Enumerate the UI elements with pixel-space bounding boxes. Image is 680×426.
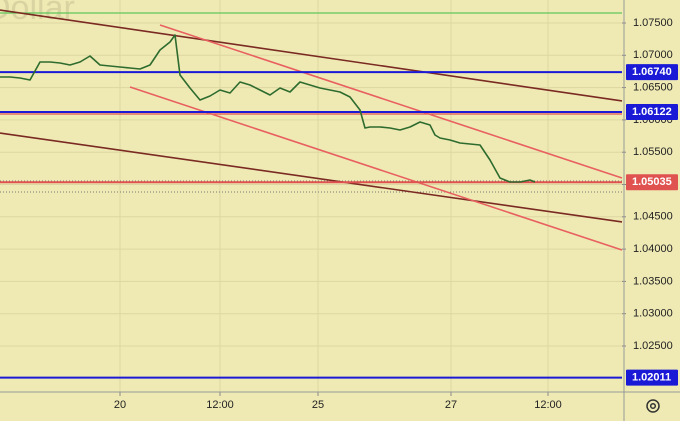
y-tick-label: 1.04000 xyxy=(633,243,673,255)
y-tick-label: 1.02500 xyxy=(633,340,673,352)
gear-outer xyxy=(646,399,660,413)
settings-button[interactable] xyxy=(646,399,660,413)
level-label-box xyxy=(626,174,678,191)
price-line xyxy=(0,34,536,183)
y-tick-label: 1.03500 xyxy=(633,275,673,287)
x-tick-label: 27 xyxy=(445,399,457,411)
level-label: 1.05035 xyxy=(632,176,672,188)
y-tick-label: 1.05500 xyxy=(633,146,673,158)
y-tick-label: 1.07500 xyxy=(633,17,673,29)
x-tick-label: 12:00 xyxy=(206,399,234,411)
level-label-box xyxy=(626,369,678,386)
trend-line xyxy=(0,9,623,102)
y-tick-label: 1.06500 xyxy=(633,82,673,94)
gear-inner xyxy=(649,402,657,410)
x-tick-label: 20 xyxy=(114,399,126,411)
level-label-box xyxy=(626,64,678,81)
trend-line xyxy=(0,132,623,223)
x-tick-label: 12:00 xyxy=(534,399,562,411)
y-tick-label: 1.07000 xyxy=(633,49,673,61)
level-label: 1.06122 xyxy=(632,106,672,118)
level-label: 1.02011 xyxy=(632,372,671,384)
y-tick-label: 1.04500 xyxy=(633,211,673,223)
y-tick-label: 1.03000 xyxy=(633,308,673,320)
x-tick-label: 25 xyxy=(312,399,324,411)
trend-line xyxy=(159,24,623,179)
plot-area xyxy=(0,0,623,392)
level-label: 1.06740 xyxy=(632,66,672,78)
trend-line xyxy=(129,86,623,251)
level-label-box xyxy=(626,104,678,121)
